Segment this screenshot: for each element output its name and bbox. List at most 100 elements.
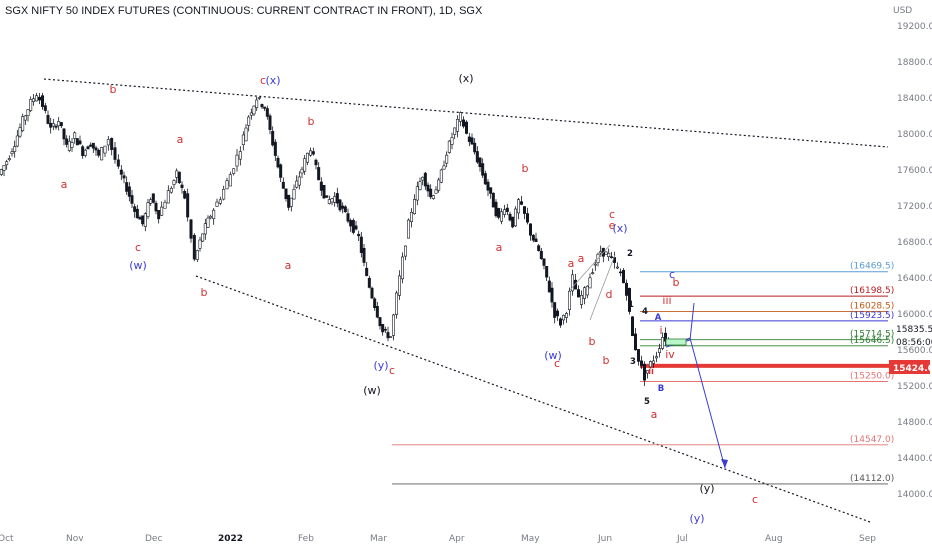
candle-body [582,287,586,299]
candle-body [553,302,557,318]
y-tick: 14800.0 [897,418,932,428]
candle-body [135,208,139,219]
candle-body [394,292,398,315]
candle-body [151,193,155,203]
candle-body [40,95,44,107]
wave-label: b [308,115,315,128]
wave-label: (w) [544,349,562,362]
candle-body [534,238,538,243]
wave-label: iii [662,294,671,307]
candle-body [163,201,167,209]
price-label: 15835.5 [896,325,932,335]
candle-body [341,205,345,209]
candle-body [660,337,664,349]
candle-body [29,99,33,111]
x-tick: 2022 [218,534,243,544]
wave-label: b [522,162,529,175]
price-candles [0,92,670,386]
candle-body [663,332,667,342]
candle-body [519,201,523,205]
candle-body [525,213,529,223]
y-tick: 18000.0 [897,130,932,140]
candle-body [531,234,535,241]
wave-label: b [603,354,610,367]
wave-label: (y) [373,359,388,372]
candle-body [528,223,532,236]
wave-label: b [201,286,208,299]
candle-body [209,215,213,219]
candle-body [189,219,193,239]
wave-label: i [659,324,662,337]
candle-body [149,199,153,204]
support-resistance-levels: (16469.5) (16198.5) (16028.5)(15923.5) (157… [392,262,894,485]
y-tick: 19200.0 [897,22,932,32]
candle-body [412,199,416,215]
level-label: (14547.0) [850,435,894,445]
candle-body [86,146,90,150]
candle-body [175,170,179,178]
candle-body [651,360,655,364]
candle-body [180,184,184,188]
wave-label: (x) [458,72,473,85]
wave-count-label: 2 [627,249,633,259]
wave-label: c [752,493,758,506]
upper-trendline [43,78,889,148]
candle-body [300,168,304,174]
candle-body [263,106,267,109]
candle-body [138,217,142,220]
candle-body [418,181,422,191]
candle-body [455,118,459,132]
wave-label: a [285,259,292,272]
x-tick: Jul [676,534,688,544]
candle-body [37,96,41,101]
candle-body [235,154,239,167]
candle-body [94,147,98,151]
wave-label: (w) [129,259,147,272]
level-label: (14112.0) [850,474,894,484]
candle-body [317,167,321,181]
candle-body [415,186,419,201]
candle-body [564,313,568,318]
candle-body [636,349,640,362]
candle-body [333,196,337,203]
candle-body [511,216,515,228]
candle-body [10,151,14,154]
candle-body [604,251,608,255]
candle-body [249,112,253,116]
candle-body [113,147,117,160]
candle-body [381,324,385,333]
candle-body [186,193,190,218]
candle-body [252,105,256,115]
candle-body [346,213,350,222]
candle-body [57,121,61,127]
candle-body [513,208,517,227]
level-label: (15923.5) [850,311,894,321]
candle-body [308,150,312,156]
candle-body [421,176,425,181]
candle-body [645,370,649,374]
y-tick: 18400.0 [897,94,932,104]
candle-body [409,211,413,222]
candle-body [486,181,490,191]
candle-body [505,207,509,212]
candle-body [154,202,158,212]
level-label: (16198.5) [850,286,894,296]
wave-count-label: ii [648,367,654,377]
candle-body [378,317,382,327]
x-tick: Mar [370,534,387,544]
candle-body [303,158,307,172]
candle-body [473,142,477,153]
level-label: (16469.5) [850,262,894,272]
candle-body [0,169,3,175]
wave-label: a [651,408,658,421]
wave-label: b [673,276,680,289]
candle-body [125,182,129,192]
x-tick: May [521,534,540,544]
x-tick: Aug [765,534,783,544]
candle-body [351,220,355,233]
wave-count-label: 4 [642,307,648,317]
lower-trendline [195,275,871,523]
y-tick: 15200.0 [897,382,932,392]
candle-body [322,184,326,199]
